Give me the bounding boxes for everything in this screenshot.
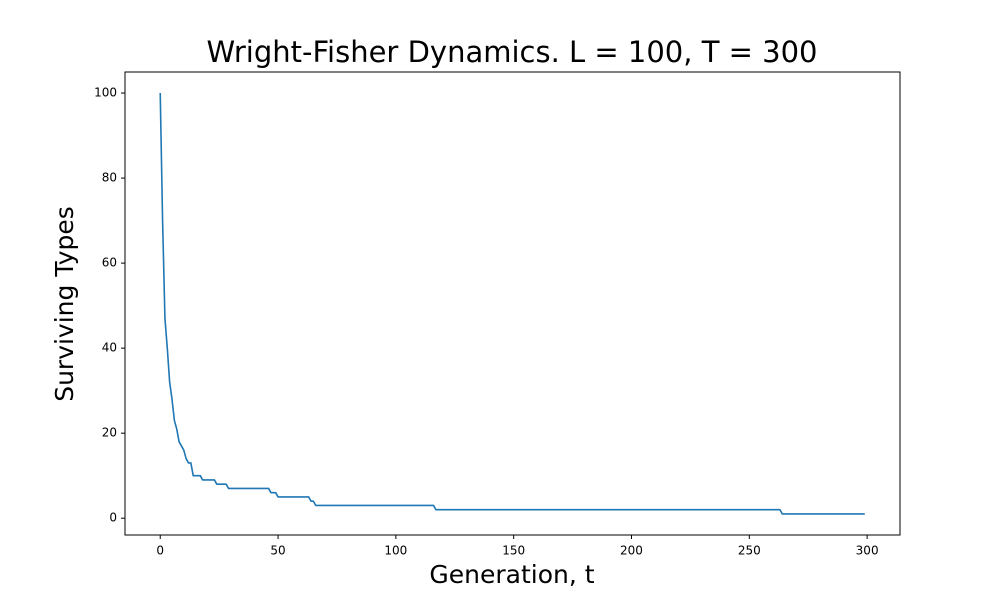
data-line xyxy=(159,93,865,515)
y-tick-label: 40 xyxy=(102,341,117,355)
x-tick-label: 250 xyxy=(738,544,761,558)
x-tick-label: 100 xyxy=(384,544,407,558)
x-tick-label: 0 xyxy=(156,544,164,558)
y-tick-label: 100 xyxy=(94,86,117,100)
x-axis-label: Generation, t xyxy=(429,560,594,589)
y-tick-label: 80 xyxy=(102,171,117,185)
x-tick-label: 150 xyxy=(502,544,525,558)
plot-frame xyxy=(124,71,901,536)
y-tick-label: 20 xyxy=(102,426,117,440)
x-tick-label: 200 xyxy=(620,544,643,558)
x-tick-label: 300 xyxy=(856,544,879,558)
y-tick-label: 60 xyxy=(102,256,117,270)
y-tick-label: 0 xyxy=(109,511,117,525)
chart-title: Wright-Fisher Dynamics. L = 100, T = 300 xyxy=(207,35,818,69)
x-tick-label: 50 xyxy=(270,544,285,558)
y-axis-label: Surviving Types xyxy=(50,206,79,402)
